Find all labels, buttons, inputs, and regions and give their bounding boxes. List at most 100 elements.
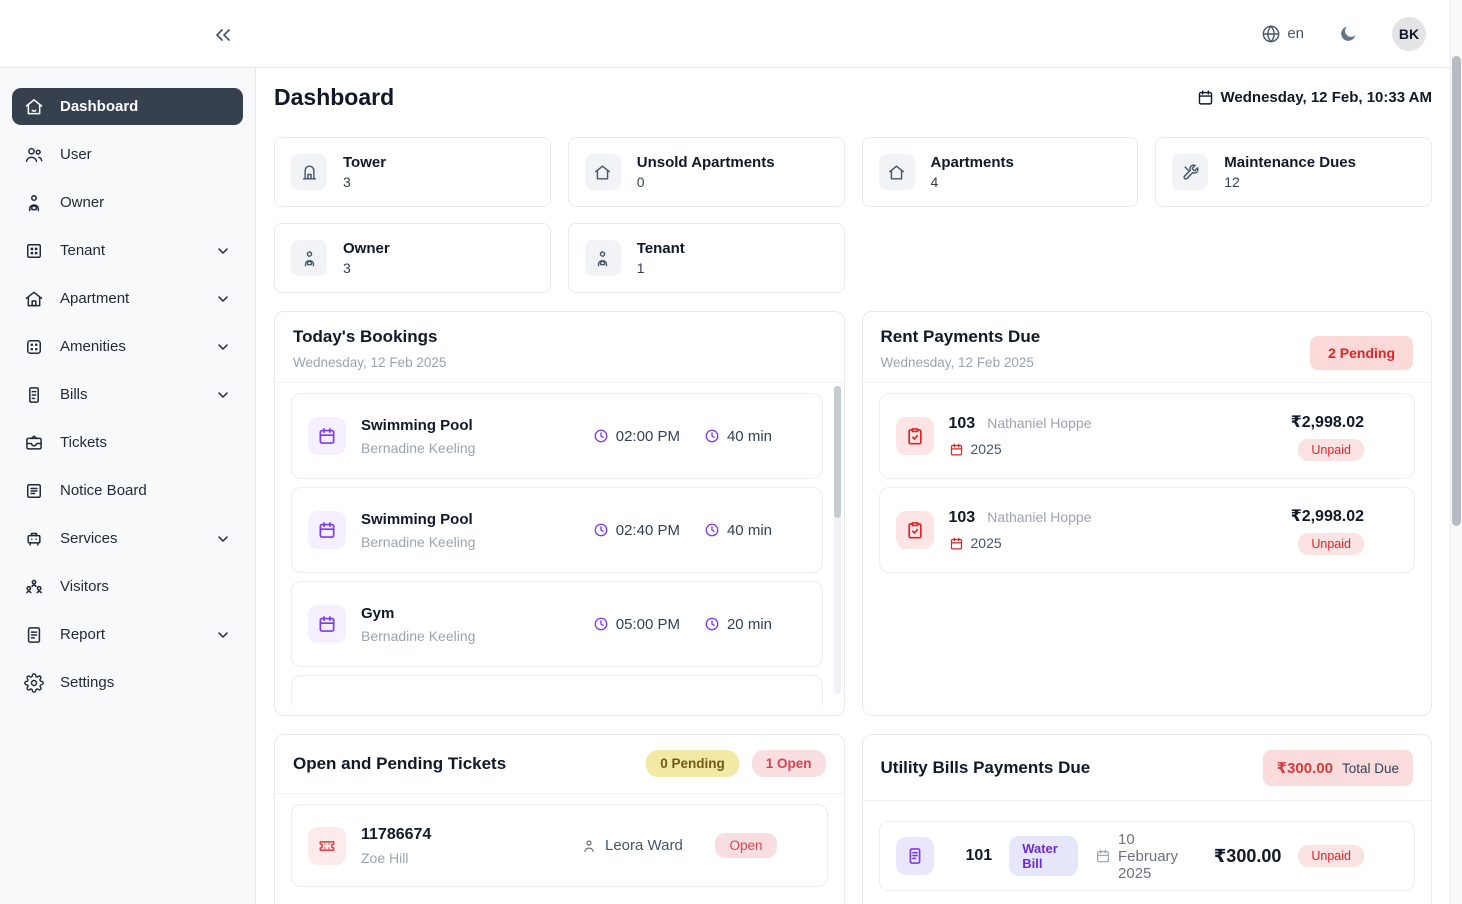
stat-label: Tower (343, 154, 387, 171)
person-briefcase-icon (584, 240, 621, 276)
chevron-down-icon (215, 387, 231, 403)
sidebar-item-report[interactable]: Report (12, 616, 243, 653)
stat-label: Apartments (930, 154, 1014, 171)
sidebar-item-label: Bills (60, 386, 88, 403)
booking-time-label: 02:00 PM (615, 427, 680, 445)
sidebar-item-visitors[interactable]: Visitors (12, 568, 243, 605)
rent-year: 2025 (970, 441, 1002, 457)
avatar[interactable]: BK (1392, 16, 1426, 51)
sidebar-item-owner[interactable]: Owner (12, 184, 243, 221)
tickets-open-badge: 1 Open (751, 750, 826, 777)
window-scrollbar-thumb[interactable] (1452, 56, 1461, 526)
panel-date: Wednesday, 12 Feb 2025 (293, 355, 447, 370)
house-icon (584, 154, 621, 190)
booking-time-label: 05:00 PM (615, 615, 680, 633)
calendar-icon (1197, 89, 1214, 106)
rent-payments-panel: Rent Payments Due Wednesday, 12 Feb 2025… (861, 311, 1432, 716)
booking-item[interactable]: Swimming Pool Bernadine Keeling 02:40 PM… (291, 487, 823, 573)
booking-time-label: 02:40 PM (615, 521, 680, 539)
status-badge: Unpaid (1298, 845, 1364, 867)
clock-icon (704, 616, 720, 632)
booking-person: Bernadine Keeling (361, 439, 476, 456)
window-scrollbar[interactable] (1450, 0, 1462, 904)
booking-item[interactable]: Gym Bernadine Keeling 05:00 PM 20 min (291, 581, 823, 667)
bill-date-label: 10 February 2025 (1118, 830, 1179, 882)
stat-value: 3 (343, 174, 351, 190)
sidebar-item-services[interactable]: Services (12, 520, 243, 557)
sidebar-item-label: Settings (60, 674, 115, 691)
status-badge: Unpaid (1298, 438, 1364, 461)
booking-duration: 20 min (704, 616, 772, 633)
panel-title: Utility Bills Payments Due (880, 758, 1091, 777)
people-group-icon (24, 577, 44, 597)
theme-toggle-button[interactable] (1338, 24, 1358, 44)
stat-card-tenant: Tenant 1 (567, 223, 845, 293)
tickets-panel: Open and Pending Tickets 0 Pending 1 Ope… (274, 734, 845, 904)
ticket-assignee: Leora Ward (581, 837, 683, 854)
booking-item[interactable]: Swimming Pool Bernadine Keeling 02:00 PM… (291, 393, 823, 479)
booking-duration: 40 min (704, 428, 772, 445)
avatar-initials: BK (1398, 25, 1420, 42)
bookings-list: Swimming Pool Bernadine Keeling 02:00 PM… (275, 383, 844, 705)
stat-card-apartments: Apartments 4 (861, 137, 1139, 207)
sidebar-item-dashboard[interactable]: Dashboard (12, 88, 243, 125)
language-switcher[interactable]: en (1261, 24, 1304, 44)
home-icon (24, 97, 44, 117)
chevron-down-icon (215, 531, 231, 547)
house-icon (878, 154, 915, 190)
sidebar-item-label: Visitors (60, 578, 109, 595)
sidebar-item-label: Apartment (60, 290, 130, 307)
panel-title: Today's Bookings (293, 327, 438, 346)
booking-person: Bernadine Keeling (361, 627, 476, 644)
chevron-down-icon (215, 291, 231, 307)
rent-item[interactable]: 103 Nathaniel Hoppe 2025 ₹2,998.02 Unpai… (878, 487, 1415, 573)
gear-icon (24, 672, 44, 693)
chevron-down-icon (215, 339, 231, 355)
sidebar-item-label: Tickets (60, 434, 107, 451)
stat-value: 12 (1224, 174, 1240, 190)
rent-amount: ₹2,998.02 (1290, 507, 1364, 525)
sidebar-item-label: Tenant (60, 242, 106, 259)
sidebar-item-tickets[interactable]: Tickets (12, 424, 243, 461)
sidebar-item-settings[interactable]: Settings (12, 664, 243, 701)
sidebar-item-apartment[interactable]: Apartment (12, 280, 243, 317)
panel-date: Wednesday, 12 Feb 2025 (880, 355, 1034, 370)
utility-bill-item[interactable]: 101 Water Bill 10 February 2025 ₹300.00 … (878, 821, 1415, 891)
bookings-scrollbar[interactable] (833, 386, 841, 694)
sidebar-item-notice-board[interactable]: Notice Board (12, 472, 243, 509)
calendar-icon (949, 536, 964, 551)
stat-value: 4 (930, 174, 939, 190)
sidebar-item-user[interactable]: User (12, 136, 243, 173)
clipboard-check-icon (895, 417, 934, 455)
chevron-down-icon (215, 243, 231, 259)
stat-label: Maintenance Dues (1224, 154, 1356, 171)
total-due-amount: ₹300.00 (1276, 760, 1333, 777)
sidebar-item-label: Dashboard (60, 98, 139, 115)
tower-icon (291, 154, 327, 190)
booking-time: 02:40 PM (593, 522, 680, 539)
ticket-id: 11786674 (361, 825, 432, 843)
booking-name: Swimming Pool (361, 510, 473, 528)
rent-year: 2025 (970, 535, 1002, 551)
person-briefcase-icon (24, 193, 44, 213)
bookings-scrollbar-thumb[interactable] (833, 386, 841, 518)
users-icon (24, 145, 44, 165)
stat-label: Owner (343, 240, 390, 257)
sidebar-item-tenant[interactable]: Tenant (12, 232, 243, 269)
sidebar-collapse-button[interactable] (206, 18, 240, 52)
rent-item[interactable]: 103 Nathaniel Hoppe 2025 ₹2,998.02 Unpai… (878, 393, 1415, 479)
sidebar-item-amenities[interactable]: Amenities (12, 328, 243, 365)
page-title: Dashboard (274, 84, 395, 110)
utility-bills-panel: Utility Bills Payments Due ₹300.00 Total… (861, 734, 1432, 904)
clock-icon (593, 616, 609, 632)
clock-icon (704, 522, 720, 538)
sidebar-item-bills[interactable]: Bills (12, 376, 243, 413)
calendar-icon (308, 511, 346, 549)
service-robot-icon (24, 529, 44, 549)
tools-icon (1172, 154, 1209, 190)
ticket-item[interactable]: 11786674 Zoe Hill Leora Ward Open (291, 804, 828, 887)
todays-bookings-panel: Today's Bookings Wednesday, 12 Feb 2025 … (274, 311, 845, 716)
chevron-down-icon (215, 627, 231, 643)
stat-card-maintenance-dues: Maintenance Dues 12 (1155, 137, 1432, 207)
sidebar-item-label: Services (60, 530, 118, 547)
